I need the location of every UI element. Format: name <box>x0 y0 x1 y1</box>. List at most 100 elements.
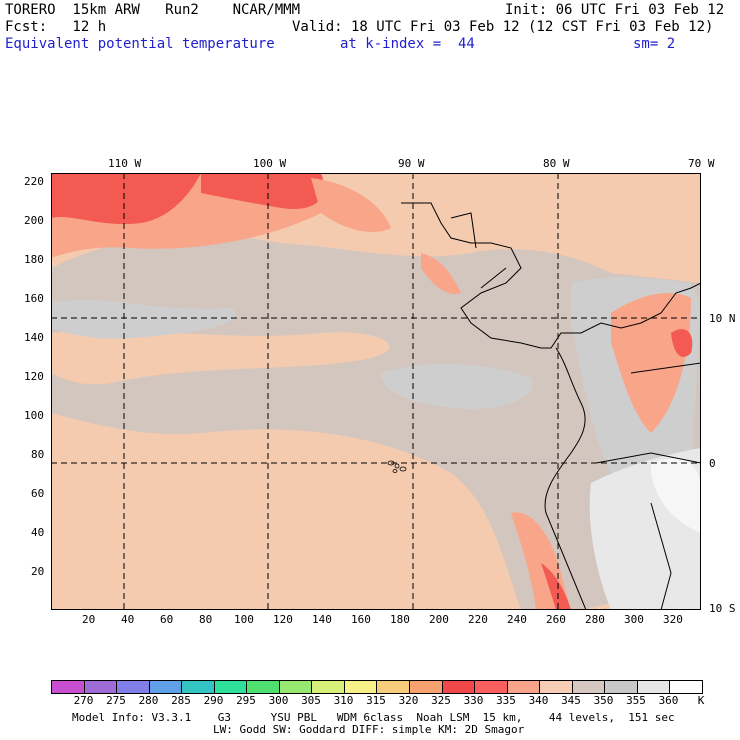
init-time: Init: 06 UTC Fri 03 Feb 12 <box>505 2 725 18</box>
x-tick: 200 <box>429 613 449 626</box>
y-tick: 80 <box>31 448 45 461</box>
white-patch <box>651 458 701 533</box>
colorbar-level: 350 <box>593 694 614 707</box>
model-title: TORERO 15km ARW Run2 NCAR/MMM <box>5 2 301 18</box>
warm-region <box>421 253 461 294</box>
colorbar-swatch <box>117 681 150 693</box>
colorbar-swatch <box>312 681 345 693</box>
colorbar-swatch <box>84 681 118 693</box>
lon-label: 70 W <box>688 157 715 170</box>
colorbar-level: 280 <box>138 694 159 707</box>
colorbar-swatch <box>279 681 313 693</box>
colorbar-level: 300 <box>268 694 289 707</box>
colorbar-level: 275 <box>106 694 126 707</box>
x-tick: 40 <box>121 613 135 626</box>
x-tick: 180 <box>390 613 410 626</box>
y-tick: 40 <box>31 526 45 539</box>
warm-region <box>611 293 691 433</box>
y-tick: 120 <box>24 370 44 383</box>
y-tick: 20 <box>31 565 45 578</box>
lon-label: 80 W <box>543 157 570 170</box>
y-tick: 200 <box>24 214 44 227</box>
warm-region <box>311 178 391 233</box>
y-tick: 220 <box>24 175 44 188</box>
colorbar-level: 285 <box>171 694 191 707</box>
x-tick: 280 <box>585 613 605 626</box>
level-index: at k-index = 44 <box>340 36 475 52</box>
colorbar-swatch <box>475 681 508 693</box>
y-tick: 140 <box>24 331 44 344</box>
lat-label: 10 N <box>709 312 736 325</box>
colorbar-level: 355 <box>626 694 646 707</box>
colorbar-unit: K <box>697 694 705 707</box>
field-name: Equivalent potential temperature <box>5 36 275 52</box>
lon-label: 90 W <box>398 157 425 170</box>
lat-label: 0 <box>709 457 716 470</box>
x-tick: 160 <box>351 613 371 626</box>
smoothing: sm= 2 <box>633 36 676 52</box>
colorbar-level: 335 <box>496 694 516 707</box>
valid-time: Valid: 18 UTC Fri 03 Feb 12 (12 CST Fri … <box>292 19 714 35</box>
forecast-hour: Fcst: 12 h <box>5 19 107 35</box>
gray-region <box>51 235 701 610</box>
galapagos-islands <box>387 460 407 473</box>
hot-region <box>201 173 325 209</box>
x-tick: 220 <box>468 613 488 626</box>
light-gray-patch <box>51 300 236 339</box>
colorbar-swatch <box>214 681 248 693</box>
colorbar <box>51 680 703 694</box>
colorbar-swatch <box>182 681 215 693</box>
x-tick: 60 <box>160 613 174 626</box>
x-tick: 80 <box>199 613 213 626</box>
warm-tongue <box>51 330 390 385</box>
colorbar-level: 345 <box>561 694 581 707</box>
hot-region <box>671 329 693 357</box>
colorbar-level: 330 <box>463 694 484 707</box>
colorbar-level: 295 <box>236 694 256 707</box>
x-tick: 260 <box>546 613 566 626</box>
coastlines <box>401 202 701 610</box>
x-tick: 140 <box>312 613 332 626</box>
x-tick: 300 <box>624 613 644 626</box>
x-tick: 320 <box>663 613 683 626</box>
colorbar-level: 305 <box>301 694 321 707</box>
colorbar-swatch <box>377 681 411 693</box>
map-frame <box>51 173 701 610</box>
colorbar-swatch <box>410 681 443 693</box>
grid-lines <box>51 173 701 610</box>
colorbar-swatch <box>442 681 476 693</box>
colorbar-swatch <box>637 681 671 693</box>
x-tick: 120 <box>273 613 293 626</box>
physics-info: LW: Godd SW: Goddard DIFF: simple KM: 2D… <box>213 723 525 736</box>
colorbar-level: 310 <box>333 694 354 707</box>
colorbar-swatch <box>572 681 606 693</box>
forecast-map <box>51 173 701 610</box>
y-tick: 100 <box>24 409 44 422</box>
colorbar-swatch <box>52 681 85 693</box>
colorbar-swatch <box>670 681 702 693</box>
x-tick: 20 <box>82 613 96 626</box>
light-gray-patch <box>381 363 533 409</box>
colorbar-level: 340 <box>528 694 549 707</box>
colorbar-swatch <box>507 681 541 693</box>
hot-region <box>51 173 201 225</box>
y-tick: 160 <box>24 292 44 305</box>
colorbar-swatch <box>344 681 378 693</box>
lat-label: 10 S <box>709 602 736 615</box>
colorbar-level: 320 <box>398 694 419 707</box>
colorbar-level: 360 <box>658 694 679 707</box>
hot-region <box>541 563 571 610</box>
colorbar-swatch <box>605 681 638 693</box>
x-tick: 100 <box>234 613 254 626</box>
colorbar-level: 315 <box>366 694 386 707</box>
x-tick: 240 <box>507 613 527 626</box>
colorbar-level: 290 <box>203 694 224 707</box>
y-tick: 180 <box>24 253 44 266</box>
colorbar-swatch <box>149 681 183 693</box>
colorbar-level: 325 <box>431 694 451 707</box>
lon-label: 110 W <box>108 157 142 170</box>
y-tick: 60 <box>31 487 45 500</box>
warm-tongue <box>351 469 511 610</box>
colorbar-swatch <box>540 681 573 693</box>
model-info: Model Info: V3.3.1 G3 YSU PBL WDM 6class… <box>72 711 675 724</box>
